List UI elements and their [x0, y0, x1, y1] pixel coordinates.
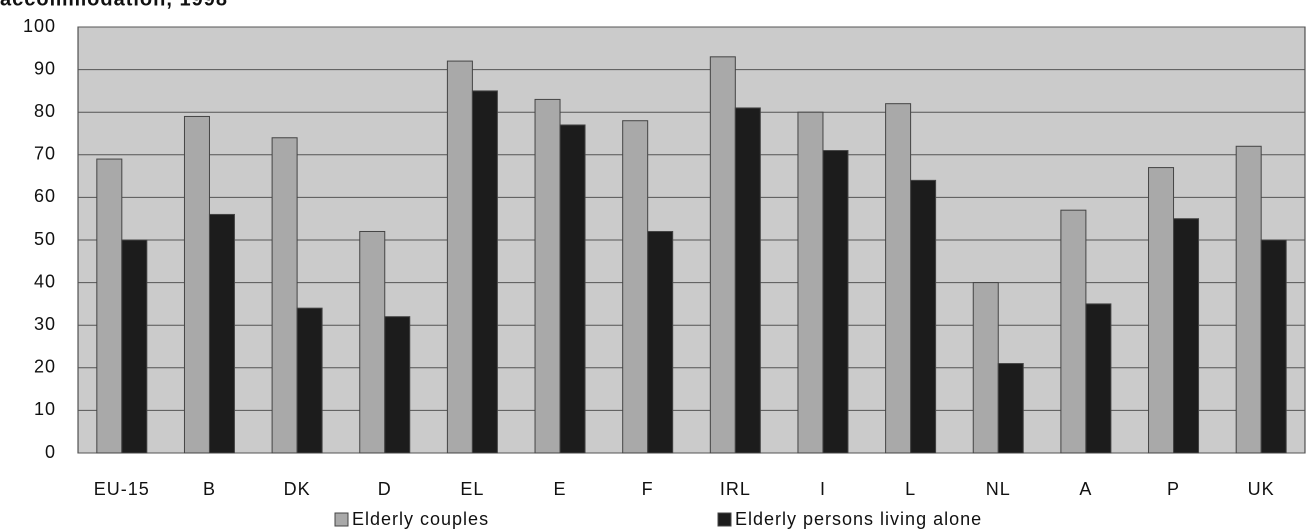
- y-tick-label: 0: [45, 442, 56, 462]
- bar: [1085, 303, 1112, 454]
- bar: [647, 230, 674, 454]
- bar: [1060, 209, 1087, 454]
- bar: [183, 115, 210, 454]
- bar: [96, 158, 123, 454]
- bar: [910, 179, 937, 454]
- bar: [534, 98, 561, 454]
- x-tick-label: F: [642, 479, 654, 499]
- legend-swatch: [334, 512, 349, 527]
- y-tick-label: 90: [34, 58, 56, 78]
- legend-label: Elderly persons living alone: [735, 509, 982, 529]
- y-tick-label: 80: [34, 101, 56, 121]
- bar: [446, 60, 473, 454]
- x-tick-label: L: [905, 479, 916, 499]
- y-tick-label: 100: [23, 16, 56, 36]
- bar: [997, 363, 1024, 454]
- x-tick-label: I: [820, 479, 826, 499]
- bar: [734, 107, 761, 454]
- legend-swatch: [717, 512, 732, 527]
- x-tick-label: P: [1167, 479, 1180, 499]
- x-tick-label: E: [554, 479, 567, 499]
- y-tick-label: 70: [34, 144, 56, 164]
- y-tick-label: 50: [34, 229, 56, 249]
- x-tick-label: NL: [986, 479, 1011, 499]
- bar: [1260, 239, 1287, 454]
- bar: [384, 316, 411, 454]
- bar: [885, 103, 912, 454]
- y-tick-label: 60: [34, 186, 56, 206]
- chart-title: accommodation, 1998: [0, 0, 228, 10]
- bar: [1148, 167, 1175, 454]
- bar: [622, 120, 649, 454]
- y-tick-label: 20: [34, 357, 56, 377]
- bar: [1173, 218, 1200, 454]
- bar: [296, 307, 323, 454]
- bar: [121, 239, 148, 454]
- legend-label: Elderly couples: [352, 509, 489, 529]
- x-tick-label: IRL: [720, 479, 751, 499]
- x-tick-label: DK: [284, 479, 311, 499]
- bar: [1235, 145, 1262, 454]
- bar: [559, 124, 586, 454]
- x-tick-label: D: [378, 479, 392, 499]
- bar: [972, 282, 999, 454]
- y-tick-label: 40: [34, 271, 56, 291]
- x-tick-label: UK: [1248, 479, 1275, 499]
- x-tick-label: B: [203, 479, 216, 499]
- y-tick-label: 30: [34, 314, 56, 334]
- x-tick-label: A: [1079, 479, 1092, 499]
- x-tick-label: EU-15: [94, 479, 150, 499]
- y-tick-label: 10: [34, 399, 56, 419]
- bar: [709, 56, 736, 454]
- bar: [471, 90, 498, 454]
- x-tick-label: EL: [460, 479, 484, 499]
- bar: [271, 137, 298, 454]
- bar: [359, 230, 386, 454]
- bar: [208, 213, 235, 454]
- bar: [822, 150, 849, 454]
- bar: [797, 111, 824, 454]
